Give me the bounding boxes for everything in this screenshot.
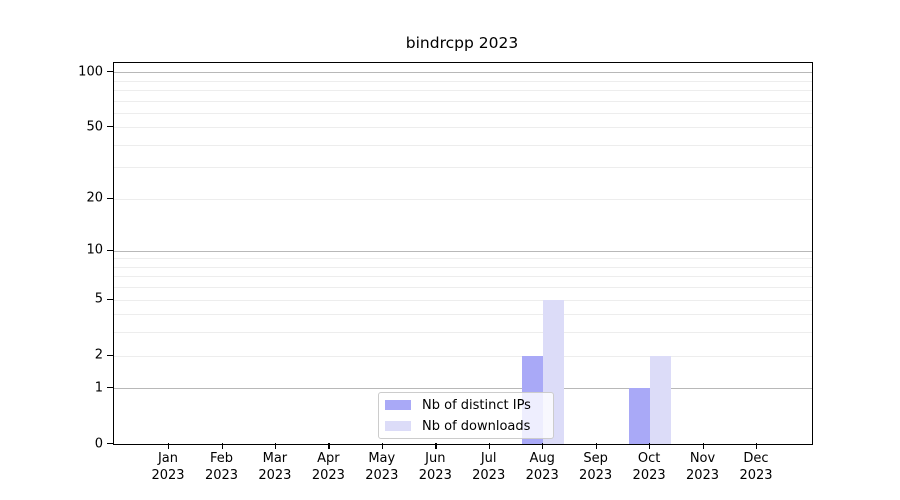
- minor-gridline: [114, 314, 812, 316]
- x-tick-year: 2023: [365, 468, 399, 483]
- y-tick: [107, 249, 113, 251]
- x-tick: [649, 443, 651, 449]
- x-tick-month: Jul: [480, 451, 497, 466]
- minor-gridline: [114, 89, 812, 91]
- legend-swatch-downloads: [385, 421, 411, 431]
- x-tick-label: Jul 2023: [459, 450, 519, 484]
- bar-nb-of-distinct-ips: [629, 388, 651, 444]
- y-tick: [107, 71, 113, 73]
- x-tick-year: 2023: [472, 468, 506, 483]
- x-tick: [274, 443, 277, 449]
- x-tick: [381, 443, 384, 449]
- x-tick: [168, 443, 170, 449]
- y-tick-label: 20: [86, 190, 103, 206]
- y-tick: [107, 354, 113, 356]
- legend-label-downloads: Nb of downloads: [422, 418, 531, 434]
- y-tick: [107, 387, 113, 389]
- x-tick-year: 2023: [151, 468, 185, 483]
- legend-label-distinct-ips: Nb of distinct IPs: [422, 397, 531, 413]
- x-tick-year: 2023: [204, 468, 239, 483]
- minor-gridline: [114, 144, 812, 146]
- y-tick-label: 5: [94, 291, 103, 307]
- x-tick-year: 2023: [739, 468, 773, 483]
- x-tick-month: Jun: [425, 451, 446, 466]
- y-tick: [107, 197, 113, 199]
- major-gridline: [114, 250, 812, 252]
- minor-gridline: [114, 266, 812, 268]
- minor-gridline: [114, 258, 812, 260]
- x-tick-year: 2023: [258, 468, 292, 483]
- y-tick: [107, 443, 113, 445]
- x-tick-year: 2023: [525, 468, 559, 483]
- chart-title: bindrcpp 2023: [405, 34, 519, 52]
- bar-nb-of-downloads: [650, 355, 672, 444]
- x-tick: [595, 443, 597, 449]
- x-tick-year: 2023: [311, 468, 345, 483]
- x-tick-month: Jan: [157, 451, 179, 466]
- x-tick-month: Nov: [689, 451, 716, 466]
- x-tick-label: Sep 2023: [566, 450, 626, 484]
- x-tick-label: Mar 2023: [245, 450, 305, 484]
- y-tick-label: 10: [86, 242, 103, 258]
- y-tick: [107, 126, 113, 128]
- x-tick-label: Apr 2023: [298, 450, 358, 484]
- minor-gridline: [114, 80, 812, 82]
- y-tick-label: 1: [94, 380, 103, 396]
- x-tick-month: Dec: [743, 451, 769, 466]
- plot-area: [113, 62, 813, 445]
- x-tick-month: Aug: [529, 451, 555, 466]
- x-tick: [756, 443, 758, 449]
- legend-row-downloads: Nb of downloads: [385, 418, 547, 434]
- x-tick-month: Apr: [317, 451, 340, 466]
- x-tick-month: May: [368, 451, 396, 466]
- x-tick-month: Mar: [262, 451, 288, 466]
- x-tick-year: 2023: [418, 468, 452, 483]
- minor-gridline: [114, 299, 812, 301]
- minor-gridline: [114, 355, 812, 357]
- major-gridline: [114, 72, 812, 73]
- y-tick-label: 2: [94, 347, 103, 363]
- legend-row-distinct-ips: Nb of distinct IPs: [385, 397, 547, 413]
- x-tick: [542, 443, 544, 449]
- x-tick: [488, 443, 490, 449]
- legend-swatch-distinct-ips: [385, 400, 411, 410]
- minor-gridline: [114, 332, 812, 334]
- x-tick-label: Nov 2023: [673, 450, 733, 484]
- y-tick-label: 50: [86, 119, 103, 135]
- x-tick-label: Oct 2023: [619, 450, 679, 484]
- x-tick-label: Feb 2023: [192, 450, 252, 484]
- minor-gridline: [114, 167, 812, 169]
- x-tick-month: Oct: [637, 451, 661, 466]
- y-tick-label: 0: [94, 436, 103, 451]
- x-tick-label: Aug 2023: [512, 450, 572, 484]
- legend: Nb of distinct IPs Nb of downloads: [378, 392, 554, 439]
- minor-gridline: [114, 100, 812, 102]
- x-tick-label: Jun 2023: [405, 450, 465, 484]
- x-tick-month: Feb: [209, 451, 234, 466]
- x-tick: [328, 443, 330, 449]
- x-tick-label: Dec 2023: [726, 450, 786, 484]
- y-tick-label: 100: [78, 64, 103, 79]
- x-tick-label: May 2023: [352, 450, 412, 484]
- x-tick-year: 2023: [685, 468, 720, 483]
- minor-gridline: [114, 287, 812, 289]
- minor-gridline: [114, 198, 812, 200]
- x-tick-month: Sep: [583, 451, 608, 466]
- x-tick: [221, 443, 223, 449]
- x-tick-label: Jan 2023: [138, 450, 198, 484]
- x-tick: [702, 443, 704, 449]
- major-gridline: [114, 388, 812, 390]
- x-tick: [435, 443, 437, 449]
- x-tick-year: 2023: [632, 468, 666, 483]
- minor-gridline: [114, 127, 812, 129]
- y-tick: [107, 298, 113, 300]
- minor-gridline: [114, 276, 812, 278]
- minor-gridline: [114, 112, 812, 114]
- x-tick-year: 2023: [579, 468, 613, 483]
